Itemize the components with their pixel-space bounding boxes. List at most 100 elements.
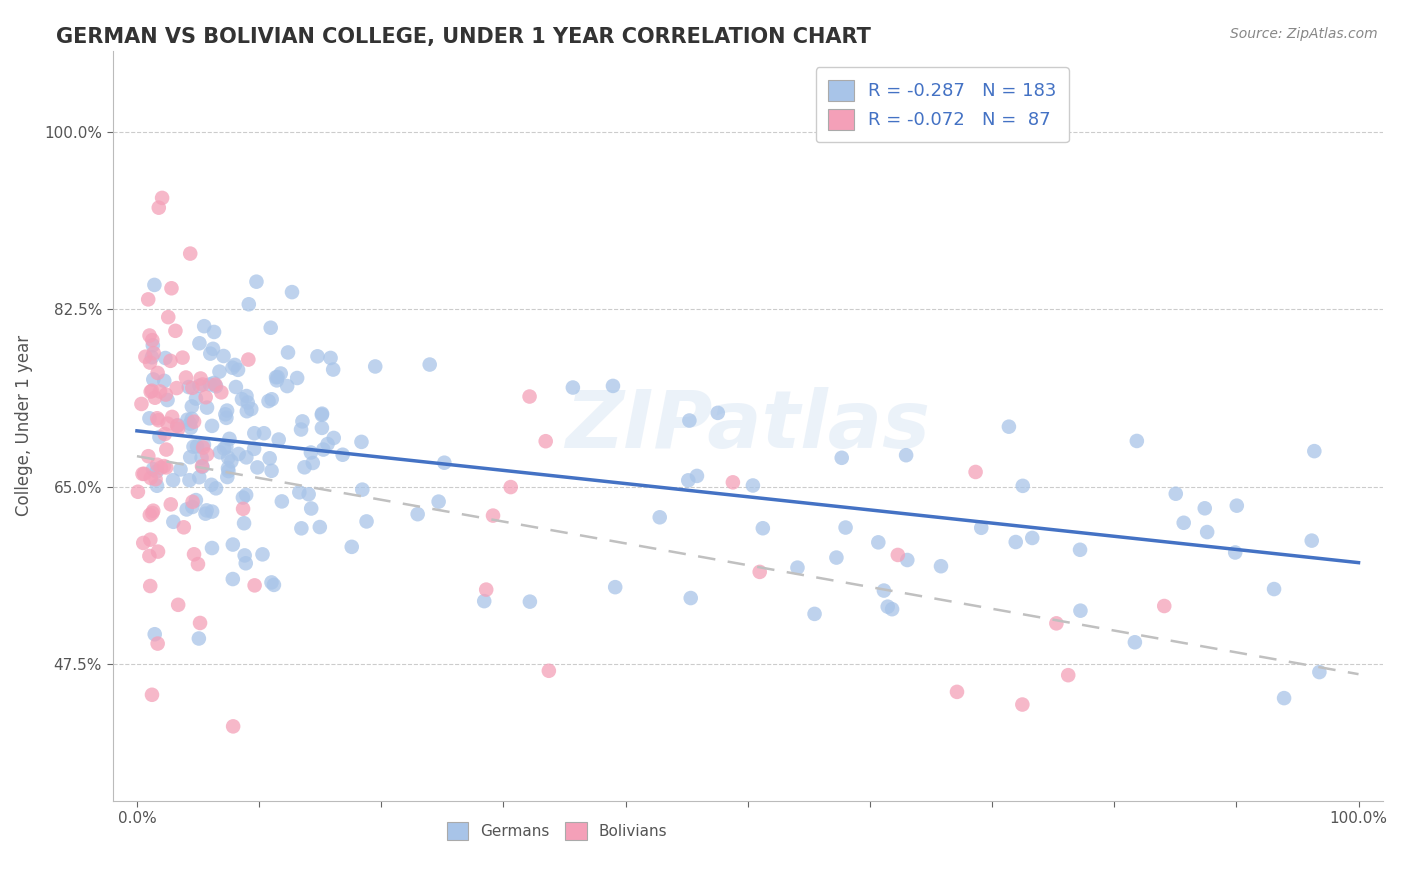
Point: [148, 413, 170, 427]
Point: [679, 591, 702, 605]
Point: [146, 479, 169, 493]
Point: [221, 360, 243, 375]
Point: [243, 578, 266, 592]
Point: [204, 377, 226, 392]
Point: [187, 557, 209, 571]
Point: [194, 507, 217, 521]
Point: [169, 462, 191, 476]
Point: [482, 508, 505, 523]
Point: [173, 520, 195, 534]
Point: [166, 381, 188, 395]
Point: [222, 719, 245, 733]
Point: [186, 439, 208, 453]
Point: [894, 448, 917, 462]
Point: [214, 407, 236, 421]
Point: [752, 521, 775, 535]
Point: [217, 464, 239, 478]
Point: [519, 594, 541, 608]
Point: [834, 520, 856, 534]
Point: [212, 442, 235, 456]
Point: [1272, 691, 1295, 706]
Point: [301, 456, 323, 470]
Point: [224, 358, 246, 372]
Point: [678, 413, 700, 427]
Point: [1225, 545, 1247, 559]
Point: [208, 445, 231, 459]
Point: [340, 540, 363, 554]
Point: [427, 494, 450, 508]
Point: [245, 275, 267, 289]
Point: [143, 627, 166, 641]
Point: [240, 402, 263, 417]
Point: [294, 460, 316, 475]
Point: [260, 575, 283, 590]
Point: [264, 370, 287, 384]
Point: [243, 426, 266, 441]
Point: [235, 556, 257, 570]
Point: [235, 389, 257, 403]
Point: [145, 465, 167, 479]
Point: [267, 433, 290, 447]
Point: [131, 467, 153, 481]
Point: [176, 412, 198, 426]
Point: [217, 470, 239, 484]
Point: [143, 277, 166, 292]
Point: [290, 423, 312, 437]
Point: [1057, 668, 1080, 682]
Point: [183, 547, 205, 561]
Point: [831, 450, 853, 465]
Point: [212, 349, 235, 363]
Point: [191, 441, 214, 455]
Point: [149, 384, 172, 399]
Point: [209, 385, 232, 400]
Point: [225, 380, 247, 394]
Point: [686, 469, 709, 483]
Point: [260, 320, 283, 334]
Point: [946, 685, 969, 699]
Point: [332, 448, 354, 462]
Point: [202, 376, 225, 390]
Point: [215, 403, 238, 417]
Point: [285, 371, 308, 385]
Point: [218, 432, 240, 446]
Point: [162, 515, 184, 529]
Point: [1069, 542, 1091, 557]
Point: [160, 409, 183, 424]
Point: [873, 583, 896, 598]
Point: [167, 422, 190, 436]
Point: [180, 400, 202, 414]
Point: [1153, 599, 1175, 613]
Point: [159, 497, 181, 511]
Point: [276, 379, 298, 393]
Point: [138, 411, 160, 425]
Point: [136, 293, 159, 307]
Point: [281, 285, 304, 299]
Point: [191, 459, 214, 474]
Point: [148, 430, 170, 444]
Point: [311, 421, 333, 435]
Point: [299, 501, 322, 516]
Point: [260, 392, 283, 407]
Point: [141, 333, 163, 347]
Point: [499, 480, 522, 494]
Point: [183, 415, 205, 429]
Point: [145, 472, 167, 486]
Point: [153, 459, 176, 474]
Point: [929, 559, 952, 574]
Point: [127, 484, 149, 499]
Point: [311, 408, 333, 422]
Point: [155, 442, 177, 457]
Point: [1173, 516, 1195, 530]
Point: [270, 367, 292, 381]
Point: [260, 464, 283, 478]
Point: [139, 533, 162, 547]
Point: [155, 460, 177, 475]
Point: [307, 349, 329, 363]
Point: [246, 460, 269, 475]
Point: [146, 458, 169, 472]
Point: [201, 541, 224, 555]
Point: [235, 450, 257, 465]
Point: [970, 521, 993, 535]
Point: [188, 615, 211, 630]
Point: [1301, 533, 1323, 548]
